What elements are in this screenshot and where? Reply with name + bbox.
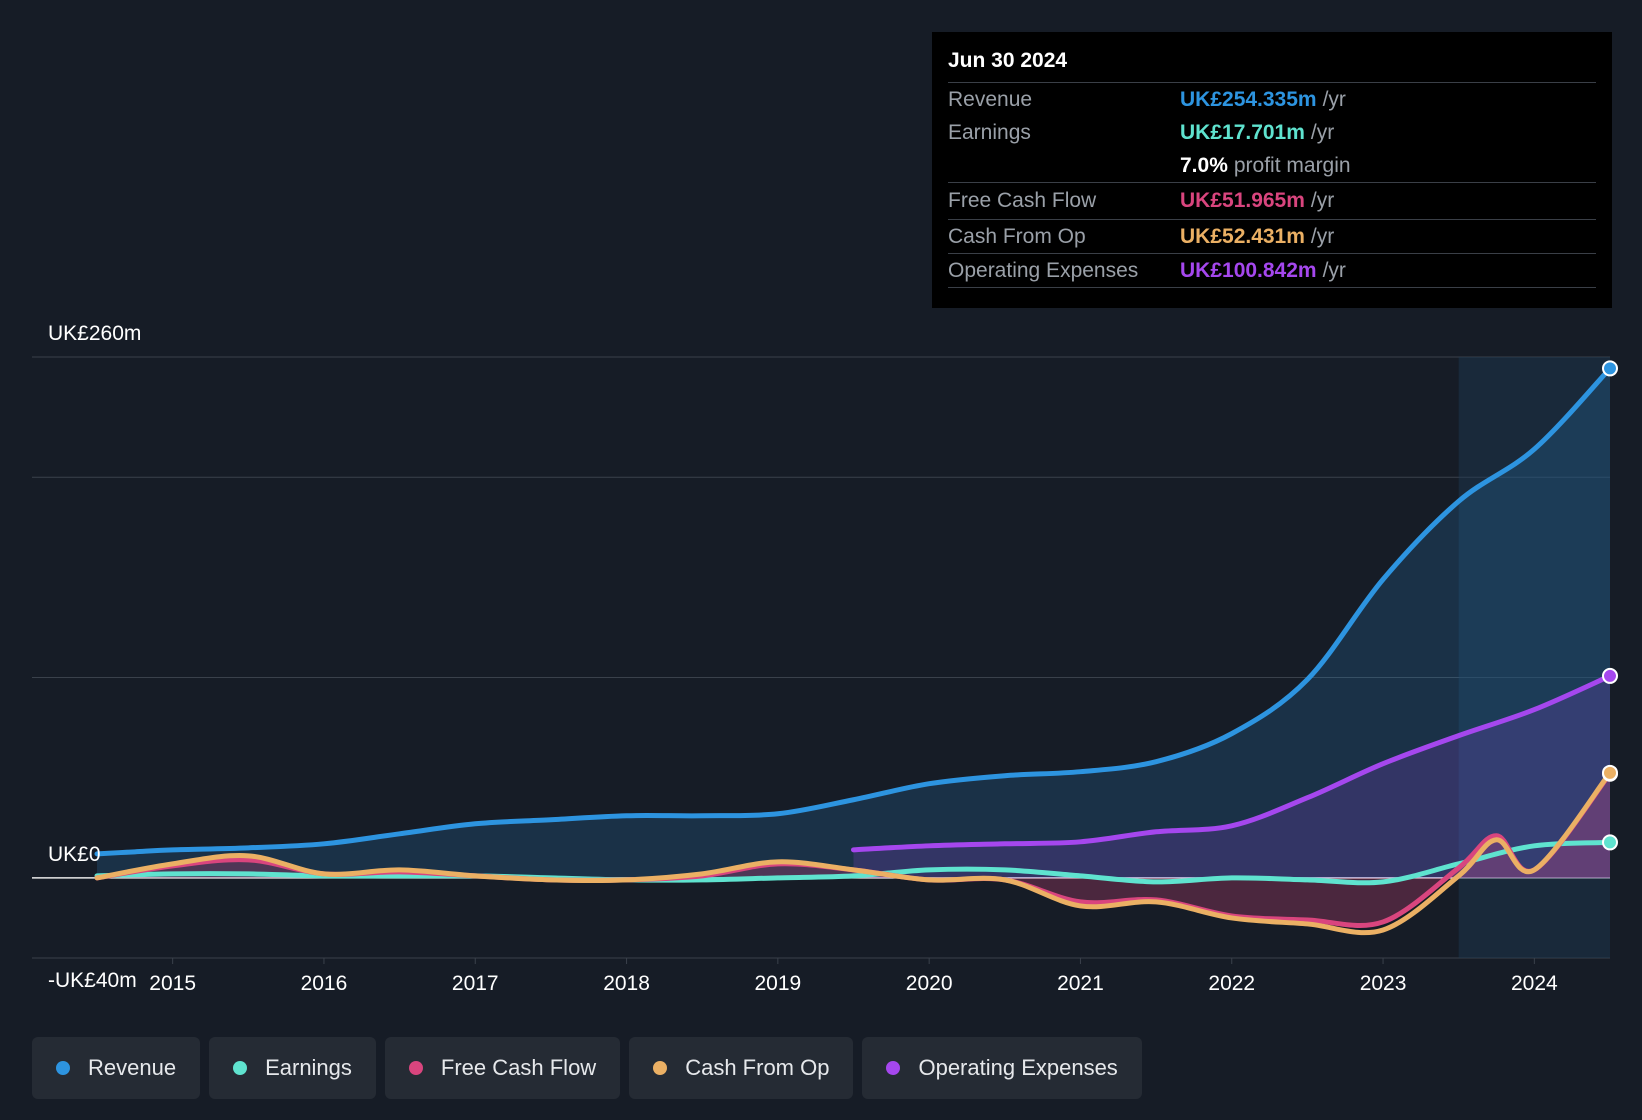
x-tick-label: 2017 <box>452 972 499 995</box>
tooltip-suffix: /yr <box>1322 88 1346 111</box>
line-revenue <box>94 365 1613 857</box>
tooltip-date: Jun 30 2024 <box>948 46 1596 83</box>
tooltip-row-margin: 7.0% profit margin <box>948 149 1596 183</box>
legend-label: Cash From Op <box>685 1055 830 1080</box>
tooltip-value: UK£17.701m <box>1180 121 1305 144</box>
x-tick-label: 2019 <box>754 972 801 995</box>
tooltip-suffix: /yr <box>1310 189 1335 212</box>
tooltip-label: Revenue <box>948 88 1033 111</box>
legend-label: Operating Expenses <box>918 1055 1118 1080</box>
series-areas <box>97 368 1610 926</box>
tooltip-suffix: /yr <box>1322 259 1346 282</box>
area-operating-expenses <box>853 675 1610 878</box>
legend-item-earnings[interactable]: Earnings <box>209 1037 376 1099</box>
tooltip-label <box>948 149 1180 182</box>
x-tick-label: 2022 <box>1208 972 1255 995</box>
x-tick-label: 2023 <box>1360 972 1407 995</box>
tooltip-value: UK£52.431m <box>1180 225 1305 248</box>
endpoint-earnings <box>1602 834 1618 851</box>
legend: Revenue Earnings Free Cash Flow Cash Fro… <box>32 1037 1142 1099</box>
area-free-cash-flow <box>97 773 1610 926</box>
x-tick-label: 2018 <box>603 972 650 995</box>
tooltip-label: Earnings <box>948 121 1031 144</box>
legend-dot-icon <box>886 1061 901 1075</box>
y-axis-label: UK£260m <box>48 322 141 345</box>
series-lines <box>94 365 1613 936</box>
tooltip-panel: Jun 30 2024 Revenue UK£254.335m /yr Earn… <box>932 32 1612 308</box>
legend-label: Free Cash Flow <box>440 1055 597 1080</box>
tooltip-value: UK£254.335m <box>1180 88 1317 111</box>
tooltip-value: UK£100.842m <box>1180 259 1317 282</box>
legend-item-cash-from-op[interactable]: Cash From Op <box>629 1037 854 1099</box>
tooltip-suffix: /yr <box>1310 121 1335 144</box>
x-tick-label: 2021 <box>1057 972 1104 995</box>
legend-label: Revenue <box>88 1055 177 1080</box>
x-tick-label: 2024 <box>1511 972 1558 995</box>
legend-dot-icon <box>56 1061 70 1075</box>
tooltip-label: Free Cash Flow <box>948 189 1097 212</box>
legend-dot-icon <box>408 1061 423 1075</box>
tooltip-suffix: profit margin <box>1233 154 1351 177</box>
legend-label: Earnings <box>265 1055 352 1080</box>
tooltip-label: Operating Expenses <box>948 259 1139 282</box>
endpoint-operating-expenses <box>1602 667 1618 684</box>
endpoint-cash-from-op <box>1602 764 1618 781</box>
tooltip-label: Cash From Op <box>948 225 1086 248</box>
tooltip-value: 7.0% <box>1180 154 1228 177</box>
x-tick-label: 2016 <box>301 972 348 995</box>
legend-item-revenue[interactable]: Revenue <box>32 1037 201 1099</box>
tooltip-value: UK£51.965m <box>1180 189 1305 212</box>
legend-dot-icon <box>233 1061 248 1075</box>
tooltip-row-revenue: Revenue UK£254.335m /yr <box>948 83 1596 116</box>
tooltip-row-cfo: Cash From Op UK£52.431m /yr <box>948 220 1596 254</box>
legend-item-free-cash-flow[interactable]: Free Cash Flow <box>384 1037 621 1099</box>
line-operating-expenses <box>851 673 1613 853</box>
line-cash-from-op <box>94 770 1613 936</box>
tooltip-row-fcf: Free Cash Flow UK£51.965m /yr <box>948 183 1596 220</box>
endpoint-revenue <box>1602 360 1618 377</box>
legend-dot-icon <box>653 1061 668 1075</box>
y-axis-label: UK£0 <box>48 843 101 866</box>
x-tick-label: 2020 <box>906 972 953 995</box>
area-revenue <box>97 368 1610 878</box>
tooltip-suffix: /yr <box>1310 225 1335 248</box>
y-axis-labels: UK£260m UK£0 -UK£40m <box>48 322 141 992</box>
y-axis-label: -UK£40m <box>48 969 137 992</box>
legend-item-operating-expenses[interactable]: Operating Expenses <box>862 1037 1142 1099</box>
tooltip-row-opex: Operating Expenses UK£100.842m /yr <box>948 254 1596 288</box>
tooltip-row-earnings: Earnings UK£17.701m /yr <box>948 116 1596 149</box>
x-axis-ticks: 2015 2016 2017 2018 2019 2020 2021 2022 2023 2024 <box>149 958 1558 995</box>
x-tick-label: 2015 <box>149 972 196 995</box>
series-endpoints <box>1602 360 1618 851</box>
